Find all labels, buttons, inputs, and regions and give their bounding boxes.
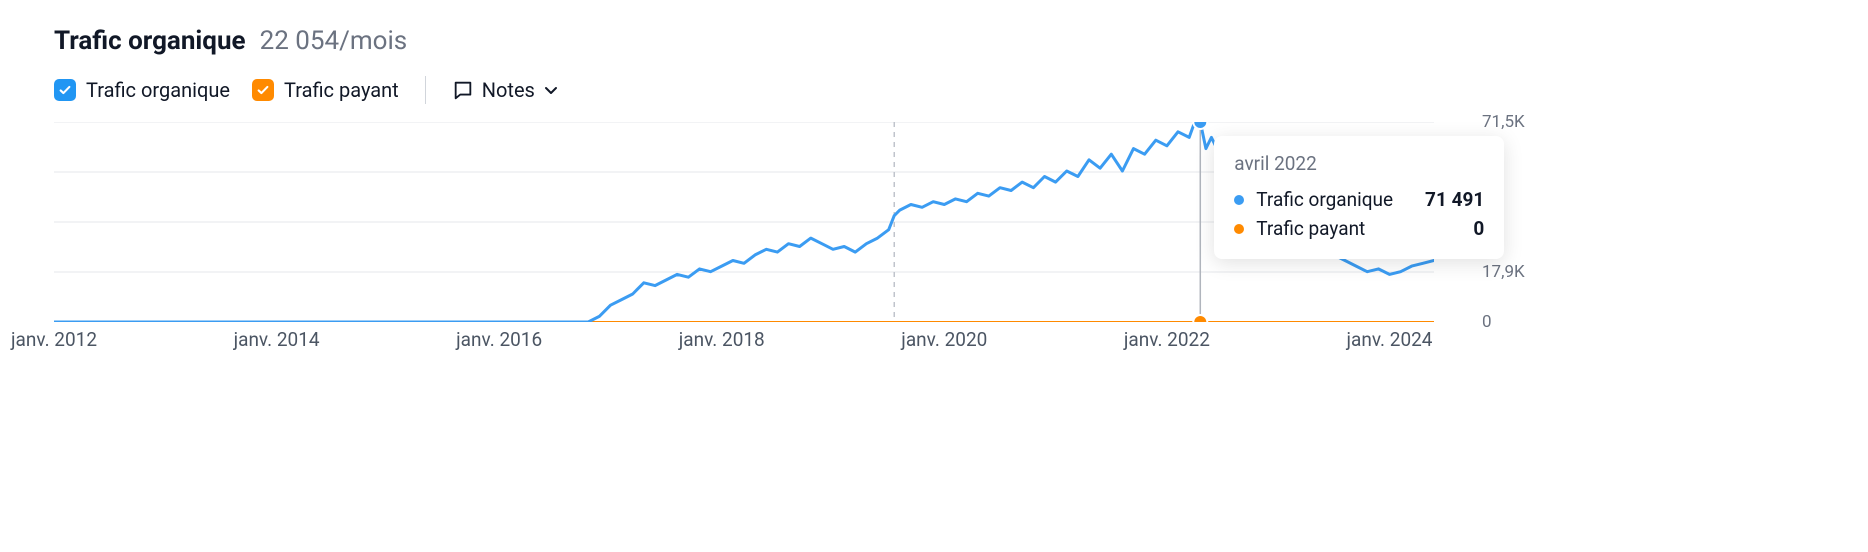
x-tick-label: janv. 2012 bbox=[11, 328, 97, 351]
tooltip-series-label: Trafic payant bbox=[1256, 217, 1365, 240]
chevron-down-icon bbox=[543, 82, 559, 98]
x-tick-label: janv. 2014 bbox=[234, 328, 320, 351]
y-tick-label: 71,5K bbox=[1482, 112, 1525, 132]
notes-dropdown[interactable]: Notes bbox=[452, 78, 559, 102]
traffic-chart[interactable]: 71,5K6K7K17,9K0 avril 2022 Trafic organi… bbox=[54, 122, 1434, 322]
notes-label: Notes bbox=[482, 78, 535, 102]
chart-tooltip: avril 2022 Trafic organique71 491Trafic … bbox=[1214, 136, 1504, 259]
x-axis-labels: janv. 2012janv. 2014janv. 2016janv. 2018… bbox=[54, 328, 1434, 360]
legend-label-organic: Trafic organique bbox=[86, 78, 230, 102]
tooltip-series-label: Trafic organique bbox=[1256, 188, 1393, 211]
tooltip-dot bbox=[1234, 224, 1244, 234]
checkbox-paid bbox=[252, 79, 274, 101]
legend-label-paid: Trafic payant bbox=[284, 78, 399, 102]
checkbox-organic bbox=[54, 79, 76, 101]
y-tick-label: 0 bbox=[1482, 312, 1492, 332]
tooltip-value: 71 491 bbox=[1425, 188, 1484, 211]
legend-row: Trafic organique Trafic payant Notes bbox=[54, 76, 1814, 104]
y-tick-label: 17,9K bbox=[1482, 262, 1525, 282]
x-tick-label: janv. 2022 bbox=[1124, 328, 1210, 351]
tooltip-row: Trafic organique 71 491 bbox=[1234, 185, 1484, 214]
legend-toggle-paid[interactable]: Trafic payant bbox=[252, 78, 399, 102]
tooltip-dot bbox=[1234, 195, 1244, 205]
x-tick-label: janv. 2016 bbox=[456, 328, 542, 351]
legend-toggle-organic[interactable]: Trafic organique bbox=[54, 78, 230, 102]
chart-header: Trafic organique 22 054/mois bbox=[54, 26, 1814, 56]
tooltip-value: 0 bbox=[1473, 217, 1484, 240]
x-tick-label: janv. 2018 bbox=[679, 328, 765, 351]
tooltip-title: avril 2022 bbox=[1234, 152, 1484, 175]
x-tick-label: janv. 2024 bbox=[1346, 328, 1432, 351]
legend-divider bbox=[425, 76, 426, 104]
x-tick-label: janv. 2020 bbox=[901, 328, 987, 351]
tooltip-row: Trafic payant 0 bbox=[1234, 214, 1484, 243]
notes-icon bbox=[452, 79, 474, 101]
chart-title: Trafic organique bbox=[54, 26, 246, 56]
chart-subtitle: 22 054/mois bbox=[260, 26, 408, 56]
